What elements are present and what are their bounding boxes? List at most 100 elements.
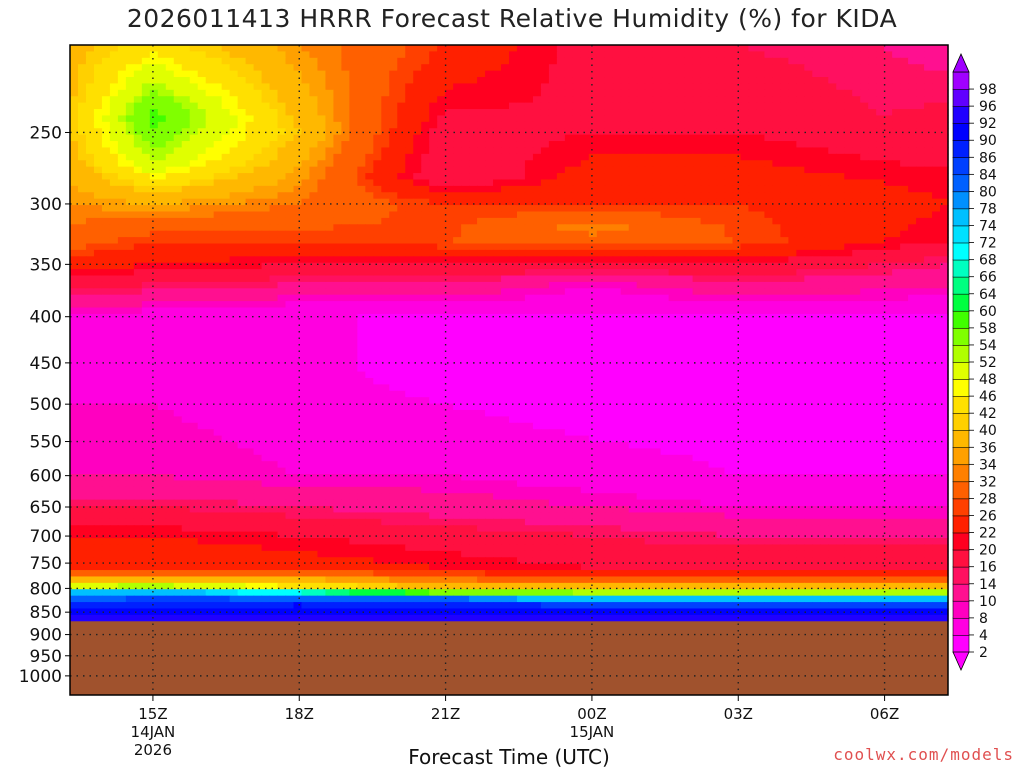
rh-cell — [812, 45, 821, 52]
rh-cell — [477, 211, 486, 219]
rh-cell — [748, 102, 758, 110]
rh-cell — [77, 275, 87, 283]
rh-cell — [564, 77, 574, 85]
rh-cell — [70, 217, 79, 225]
rh-cell — [740, 89, 750, 97]
rh-cell — [804, 301, 813, 309]
rh-cell — [828, 96, 837, 104]
rh-cell — [540, 64, 550, 72]
rh-cell — [804, 211, 813, 219]
rh-cell — [804, 141, 813, 149]
rh-cell — [716, 115, 726, 123]
rh-cell — [812, 115, 821, 123]
rh-cell — [133, 217, 143, 225]
rh-cell — [564, 166, 574, 174]
rh-cell — [516, 243, 526, 251]
rh-cell — [461, 262, 470, 270]
rh-cell — [876, 198, 885, 206]
rh-cell — [668, 211, 678, 219]
rh-cell — [333, 173, 342, 181]
rh-cell — [501, 275, 510, 283]
rh-cell — [349, 262, 358, 270]
rh-cell — [429, 160, 438, 168]
rh-cell — [716, 224, 726, 232]
rh-cell — [740, 77, 750, 85]
rh-cell — [213, 281, 223, 289]
rh-cell — [317, 64, 327, 72]
rh-cell — [612, 275, 622, 283]
rh-cell — [676, 83, 686, 91]
rh-cell — [229, 141, 239, 149]
rh-cell — [269, 70, 279, 78]
rh-cell — [660, 326, 670, 334]
rh-cell — [780, 121, 789, 129]
rh-cell — [596, 160, 606, 168]
rh-cell — [245, 243, 255, 251]
rh-cell — [916, 192, 925, 200]
rh-cell — [916, 198, 925, 206]
rh-cell — [628, 102, 638, 110]
rh-cell — [269, 262, 279, 270]
rh-cell — [405, 160, 414, 168]
rh-cell — [644, 57, 654, 65]
rh-cell — [365, 307, 374, 315]
rh-cell — [229, 313, 239, 321]
rh-cell — [133, 64, 143, 72]
rh-cell — [532, 51, 542, 59]
rh-cell — [532, 211, 542, 219]
rh-cell — [397, 301, 406, 309]
rh-cell — [117, 134, 127, 142]
rh-cell — [237, 256, 247, 264]
rh-cell — [453, 173, 462, 181]
rh-cell — [540, 230, 550, 238]
rh-cell — [461, 102, 470, 110]
rh-cell — [900, 275, 909, 283]
rh-cell — [365, 160, 374, 168]
rh-cell — [876, 153, 885, 161]
rh-cell — [748, 89, 758, 97]
rh-cell — [796, 269, 805, 277]
rh-cell — [277, 326, 287, 334]
rh-cell — [261, 288, 271, 296]
rh-cell — [349, 313, 358, 321]
rh-cell — [485, 147, 494, 155]
rh-cell — [564, 121, 574, 129]
rh-cell — [924, 211, 933, 219]
rh-cell — [876, 57, 885, 65]
rh-cell — [628, 301, 638, 309]
rh-cell — [676, 77, 686, 85]
rh-cell — [564, 57, 574, 65]
rh-cell — [756, 64, 766, 72]
rh-cell — [540, 269, 550, 277]
rh-cell — [540, 256, 550, 264]
rh-cell — [612, 64, 622, 72]
rh-cell — [684, 230, 694, 238]
rh-cell — [197, 198, 207, 206]
rh-cell — [636, 224, 646, 232]
rh-cell — [269, 179, 279, 187]
rh-cell — [509, 147, 518, 155]
rh-cell — [437, 160, 446, 168]
rh-cell — [868, 153, 877, 161]
rh-cell — [477, 45, 486, 52]
rh-cell — [676, 301, 686, 309]
rh-cell — [620, 313, 630, 321]
rh-cell — [429, 51, 438, 59]
rh-cell — [373, 102, 382, 110]
rh-cell — [269, 64, 279, 72]
rh-cell — [716, 173, 726, 181]
rh-cell — [429, 230, 438, 238]
rh-cell — [389, 57, 398, 65]
rh-cell — [493, 173, 502, 181]
rh-cell — [780, 51, 789, 59]
rh-cell — [117, 262, 127, 270]
rh-cell — [173, 288, 183, 296]
rh-cell — [916, 307, 925, 315]
rh-cell — [732, 64, 742, 72]
rh-cell — [804, 320, 813, 328]
rh-cell — [77, 45, 87, 52]
rh-cell — [493, 256, 502, 264]
rh-cell — [788, 57, 797, 65]
rh-cell — [477, 326, 486, 334]
rh-cell — [780, 192, 789, 200]
